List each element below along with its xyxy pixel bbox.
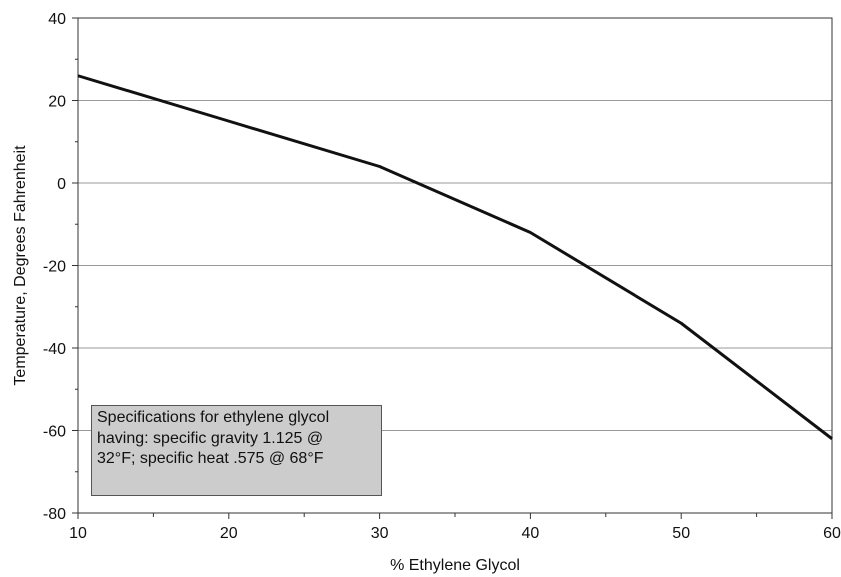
annotation-line: 32°F; specific heat .575 @ 68°F [97,450,324,467]
x-tick-label: 40 [522,525,540,542]
y-tick-label: 40 [48,11,66,28]
x-tick-label: 30 [371,525,389,542]
series-line [77,74,833,440]
x-tick-label: 50 [672,525,690,542]
y-tick-label: -60 [43,424,66,441]
grid-lines [78,100,832,431]
y-tick-label: 0 [57,176,66,193]
annotation-box: Specifications for ethylene glycol havin… [91,405,382,496]
y-tick-label: -40 [43,341,66,358]
x-tick-label: 20 [220,525,238,542]
y-tick-labels: -80 -60 -40 -20 0 20 40 [43,11,66,523]
y-tick-label: -80 [43,506,66,523]
x-tick-label: 60 [823,525,841,542]
annotation-line: Specifications for ethylene glycol [97,409,330,426]
y-tick-label: -20 [43,259,66,276]
y-tick-label: 20 [48,94,66,111]
x-axis-label: % Ethylene Glycol [390,557,520,574]
x-tick-labels: 10 20 30 40 50 60 [69,525,841,542]
tick-marks [72,17,833,519]
x-tick-label: 10 [69,525,87,542]
y-axis-label: Temperature, Degrees Fahrenheit [12,145,29,386]
annotation-line: having: specific gravity 1.125 @ [97,429,324,447]
series-group [77,74,833,440]
